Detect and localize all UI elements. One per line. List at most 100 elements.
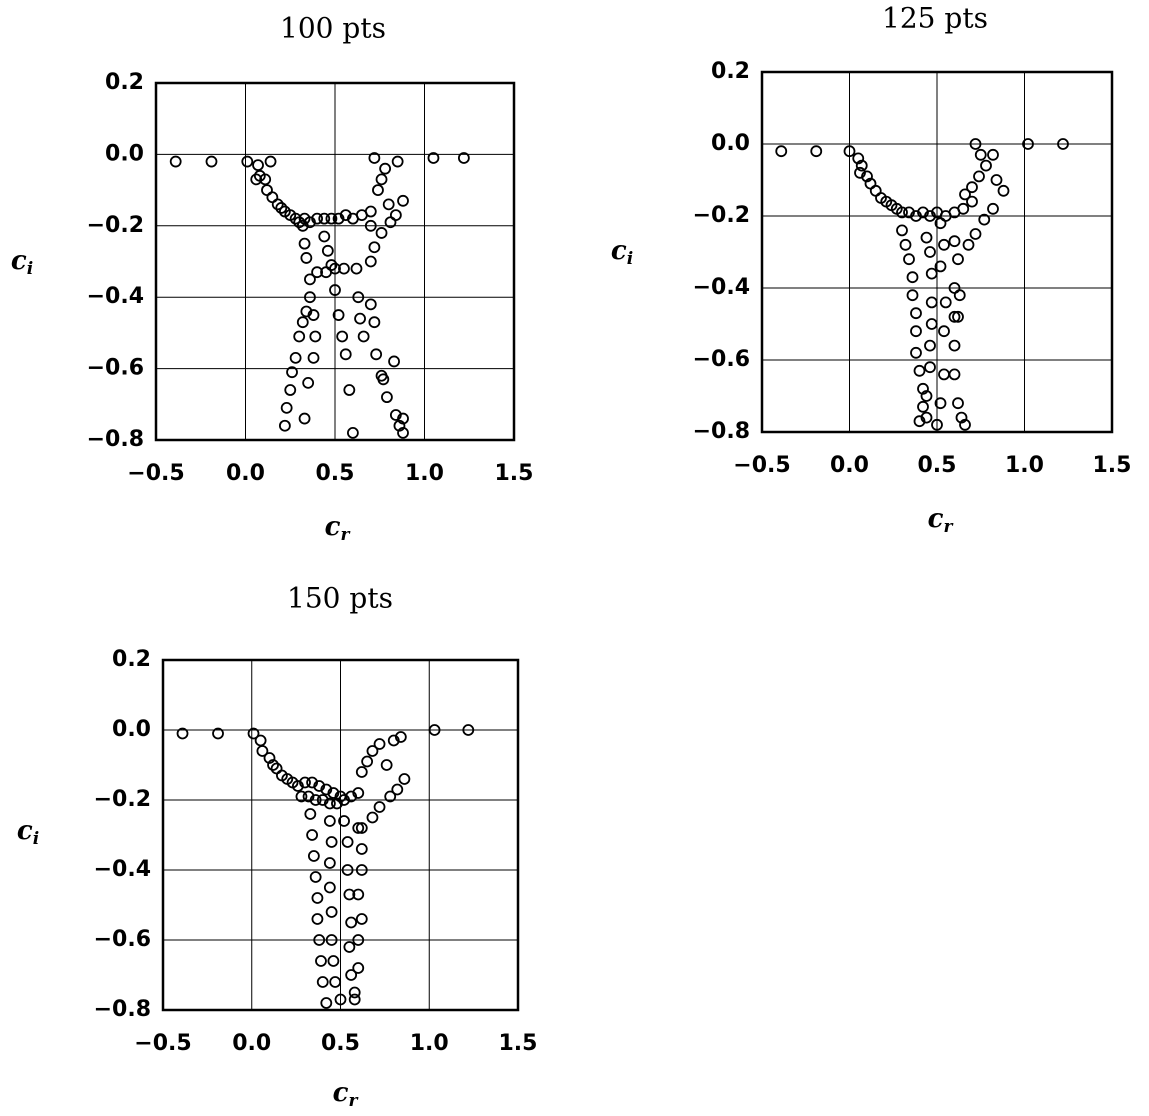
marker xyxy=(300,305,313,318)
marker xyxy=(320,783,333,796)
marker xyxy=(948,368,961,381)
marker xyxy=(1057,138,1069,150)
marker xyxy=(350,262,363,275)
marker xyxy=(332,309,345,321)
marker xyxy=(391,783,404,796)
x-axis-label-sub: r xyxy=(943,517,953,537)
marker xyxy=(295,790,308,803)
marker xyxy=(855,159,868,172)
marker xyxy=(366,811,379,824)
marker xyxy=(254,734,267,747)
x-tick-label: 1.0 xyxy=(1005,453,1044,478)
y-axis-label-sub: i xyxy=(33,829,39,849)
marker xyxy=(304,291,316,304)
marker xyxy=(323,857,336,869)
marker xyxy=(343,941,356,953)
plot: 100 pts −0.5 0.0 0.5 1.0 1.5 0.2 0.0 −0.2 −0.4 −0.… xyxy=(11,12,534,545)
marker xyxy=(978,213,991,226)
x-tick-label: 0.5 xyxy=(321,1031,360,1056)
marker xyxy=(325,934,338,946)
marker xyxy=(387,734,400,747)
marker xyxy=(957,202,970,215)
x-axis-label: cr xyxy=(333,1078,359,1111)
marker xyxy=(391,155,404,168)
marker xyxy=(250,173,263,186)
marker xyxy=(325,906,338,918)
marker xyxy=(311,913,324,925)
marker xyxy=(924,339,936,352)
x-tick-label: −0.5 xyxy=(134,1031,191,1056)
marker xyxy=(775,145,788,158)
x-tick-label: −0.5 xyxy=(733,453,790,478)
marker xyxy=(854,166,866,179)
marker xyxy=(329,976,342,988)
plot-frame xyxy=(154,81,516,442)
marker xyxy=(325,212,338,225)
x-tick-label: 1.5 xyxy=(499,1031,538,1056)
marker xyxy=(899,238,912,251)
marker xyxy=(959,418,971,431)
marker xyxy=(307,309,320,321)
y-tick-label: −0.2 xyxy=(94,787,151,812)
marker xyxy=(298,237,311,250)
marker xyxy=(352,934,365,946)
marker xyxy=(917,382,929,395)
marker xyxy=(924,361,936,374)
marker xyxy=(966,181,978,194)
marker xyxy=(296,219,309,232)
plot: 125 pts −0.5 0.0 0.5 1.0 1.5 0.2 0.0 −0.2 −0.4 −0.… xyxy=(611,2,1132,537)
marker xyxy=(169,155,182,168)
x-tick-label: 0.0 xyxy=(232,1031,271,1056)
marker xyxy=(355,913,368,925)
x-axis-label-main: c xyxy=(333,1078,349,1108)
marker xyxy=(338,262,350,275)
marker xyxy=(304,808,317,820)
marker xyxy=(939,296,952,309)
marker xyxy=(327,955,340,967)
marker xyxy=(352,291,365,304)
marker xyxy=(938,238,950,251)
marker xyxy=(289,212,302,225)
marker xyxy=(384,790,397,803)
marker xyxy=(380,759,393,771)
marker xyxy=(318,230,331,243)
marker xyxy=(205,155,218,168)
marker xyxy=(924,246,936,258)
marker xyxy=(241,155,254,168)
marker xyxy=(311,892,324,904)
marker xyxy=(457,152,470,164)
chart-title: 150 pts xyxy=(287,582,393,615)
marker xyxy=(913,415,926,428)
marker xyxy=(924,210,936,222)
marker xyxy=(938,368,950,381)
marker xyxy=(338,794,350,806)
y-tick-label: 0.0 xyxy=(112,717,151,742)
marker xyxy=(925,267,938,280)
marker xyxy=(938,325,950,338)
marker xyxy=(953,289,966,302)
x-tick-label: 1.5 xyxy=(495,461,534,486)
marker xyxy=(313,934,326,946)
marker xyxy=(348,993,361,1006)
y-tick-label: −0.2 xyxy=(693,203,750,228)
marker xyxy=(339,348,352,361)
marker xyxy=(948,235,961,248)
marker xyxy=(275,202,288,214)
y-axis-label: ci xyxy=(611,236,633,269)
marker xyxy=(307,351,320,364)
marker xyxy=(341,836,354,848)
marker xyxy=(810,145,823,158)
marker xyxy=(352,962,365,974)
y-tick-label: 0.2 xyxy=(112,647,151,672)
x-tick-label: 0.0 xyxy=(226,461,265,486)
x-tick-label: 0.5 xyxy=(918,453,957,478)
marker xyxy=(323,797,336,810)
x-axis-label-sub: r xyxy=(348,1091,358,1111)
marker xyxy=(925,318,938,330)
marker xyxy=(931,418,943,431)
marker xyxy=(355,822,368,834)
marker xyxy=(293,330,306,343)
marker xyxy=(307,850,320,862)
